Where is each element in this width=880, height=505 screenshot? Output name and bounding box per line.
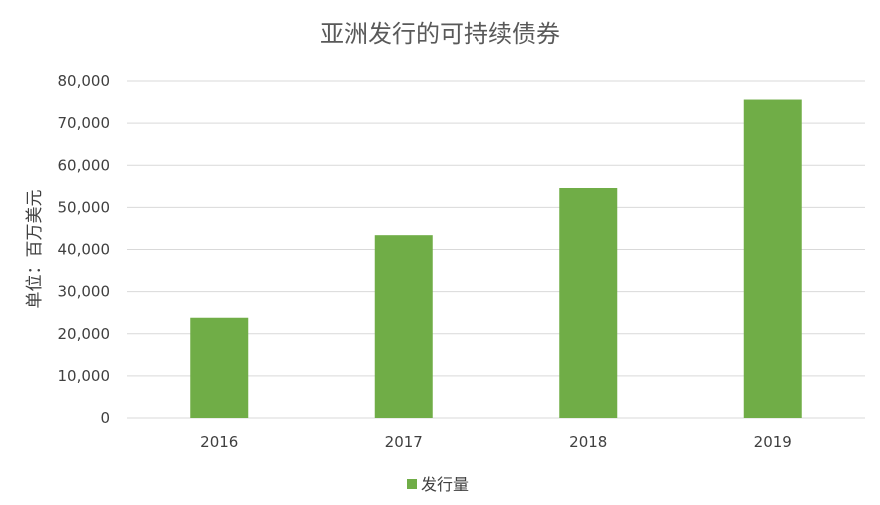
y-tick-label: 70,000 (58, 114, 111, 132)
y-tick-label: 10,000 (58, 367, 111, 385)
bar-2016 (190, 317, 249, 418)
legend: 发行量 (407, 475, 469, 494)
legend-label: 发行量 (421, 475, 469, 494)
y-tick-label: 50,000 (58, 198, 111, 216)
y-tick-label: 20,000 (58, 325, 111, 343)
chart-title: 亚洲发行的可持续债券 (320, 20, 560, 48)
bar-2019 (743, 99, 802, 418)
x-tick-label: 2017 (385, 433, 423, 451)
y-tick-label: 40,000 (58, 241, 111, 259)
y-axis-label: 单位：百万美元 (25, 190, 45, 309)
bar-2017 (374, 235, 433, 418)
y-axis-ticks: 0 10,000 20,000 30,000 40,000 50,000 60,000 70,… (58, 72, 111, 427)
bar-2018 (559, 187, 618, 418)
y-tick-label: 0 (100, 409, 110, 427)
y-tick-label: 30,000 (58, 283, 111, 301)
y-tick-label: 60,000 (58, 156, 111, 174)
x-tick-label: 2016 (200, 433, 238, 451)
x-tick-label: 2019 (754, 433, 792, 451)
gridlines (127, 80, 865, 419)
bars (190, 99, 802, 418)
x-tick-label: 2018 (569, 433, 607, 451)
x-axis-ticks: 2016 2017 2018 2019 (200, 433, 792, 451)
y-tick-label: 80,000 (58, 72, 111, 90)
legend-swatch (407, 479, 417, 489)
